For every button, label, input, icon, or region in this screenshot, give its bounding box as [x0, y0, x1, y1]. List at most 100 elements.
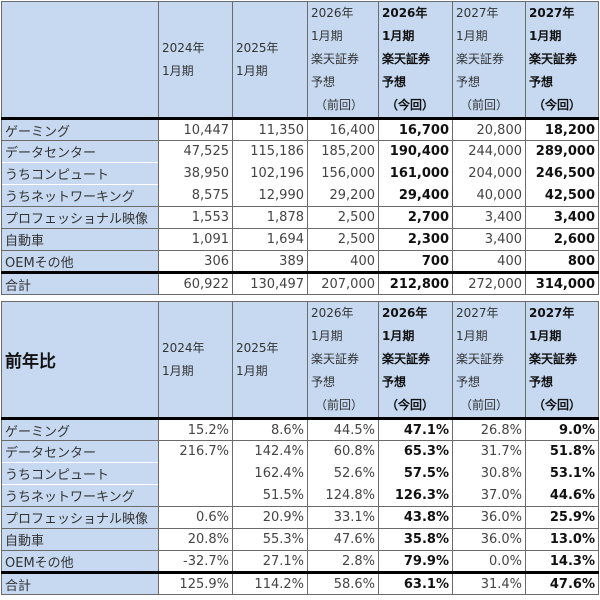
table-row: うちネットワーキング 8,575 12,990 29,200 29,400 40,000 4… — [1, 184, 599, 207]
total-row: 合計 60,922 130,497 207,000 212,800 272,000 314,… — [1, 271, 599, 295]
value-cell: 33.1% — [307, 506, 379, 529]
value-cell: 16,400 — [307, 118, 379, 141]
value-cell: 20,800 — [452, 118, 526, 141]
table-row: プロフェッショナル映像 0.6% 20.9% 33.1% 43.8% 36.0% 25.9% — [1, 506, 599, 529]
row-label: ゲーミング — [1, 118, 159, 141]
value-cell: 1,694 — [232, 228, 308, 251]
value-cell: 63.1% — [378, 571, 453, 595]
value-cell: 114.2% — [232, 571, 308, 595]
value-cell: 130,497 — [232, 271, 308, 295]
value-cell: 3,400 — [452, 228, 526, 251]
value-cell: 20.9% — [232, 506, 308, 529]
table-row: 自動車 1,091 1,694 2,500 2,300 3,400 2,600 — [1, 228, 599, 251]
value-cell: 0.6% — [158, 506, 233, 529]
value-cell: 162.4% — [232, 462, 308, 485]
value-cell: 289,000 — [525, 140, 599, 163]
value-cell: 47.6% — [525, 571, 599, 595]
row-label: うちコンピュート — [1, 162, 159, 185]
value-cell: 8,575 — [158, 184, 233, 207]
value-cell: 47.6% — [307, 528, 379, 551]
value-cell: 12,990 — [232, 184, 308, 207]
value-cell: 52.6% — [307, 462, 379, 485]
row-label: うちコンピュート — [1, 462, 159, 485]
value-cell: 44.5% — [307, 418, 379, 441]
row-label: 自動車 — [1, 228, 159, 251]
table-row: うちコンピュート 38,950 102,196 156,000 161,000 204,0… — [1, 162, 599, 185]
value-cell: 20.8% — [158, 528, 233, 551]
value-cell: 13.0% — [525, 528, 599, 551]
value-cell: 115,186 — [232, 140, 308, 163]
value-cell: 124.8% — [307, 484, 379, 507]
value-cell: 2,500 — [307, 206, 379, 229]
table-row: うちネットワーキング 51.5% 124.8% 126.3% 37.0% 44.6% — [1, 484, 599, 507]
row-label: プロフェッショナル映像 — [1, 206, 159, 229]
row-label: プロフェッショナル映像 — [1, 506, 159, 529]
yoy-title: 前年比 — [1, 301, 159, 420]
table-row: うちコンピュート 162.4% 52.6% 57.5% 30.8% 53.1% — [1, 462, 599, 485]
value-cell: 272,000 — [452, 271, 526, 295]
row-label: OEMその他 — [1, 250, 159, 273]
value-cell: 44.6% — [525, 484, 599, 507]
value-cell: 156,000 — [307, 162, 379, 185]
value-cell: 29,200 — [307, 184, 379, 207]
value-cell: 244,000 — [452, 140, 526, 163]
value-cell: 47.1% — [378, 418, 453, 441]
value-cell: 246,500 — [525, 162, 599, 185]
value-cell: 190,400 — [378, 140, 453, 163]
value-cell: 79.9% — [378, 550, 453, 573]
value-cell: 53.1% — [525, 462, 599, 485]
value-cell: 125.9% — [158, 571, 233, 595]
value-cell: 142.4% — [232, 440, 308, 463]
value-cell: 2,300 — [378, 228, 453, 251]
table-row: 自動車 20.8% 55.3% 47.6% 35.8% 36.0% 13.0% — [1, 528, 599, 551]
value-cell: 16,700 — [378, 118, 453, 141]
value-cell: 55.3% — [232, 528, 308, 551]
header-fy2026-previous: 2026年 1月期 楽天証券 予想 （前回） — [307, 301, 379, 420]
value-cell: 9.0% — [525, 418, 599, 441]
value-cell: 314,000 — [525, 271, 599, 295]
value-cell: 36.0% — [452, 528, 526, 551]
value-cell: 36.0% — [452, 506, 526, 529]
table-row: データセンター 47,525 115,186 185,200 190,400 244,00… — [1, 140, 599, 163]
value-cell: 389 — [232, 250, 308, 273]
header-fy2025: 2025年 1月期 — [232, 1, 308, 120]
header-fy2026-current: 2026年 1月期 楽天証券 予想 （今回） — [378, 1, 453, 120]
value-cell: 31.7% — [452, 440, 526, 463]
value-cell: 27.1% — [232, 550, 308, 573]
row-label: OEMその他 — [1, 550, 159, 573]
row-label: データセンター — [1, 140, 159, 163]
table-row: ゲーミング 15.2% 8.6% 44.5% 47.1% 26.8% 9.0% — [1, 418, 599, 441]
value-cell: 47,525 — [158, 140, 233, 163]
header-fy2026-previous: 2026年 1月期 楽天証券 予想 （前回） — [307, 1, 379, 120]
value-cell: -32.7% — [158, 550, 233, 573]
header-fy2025: 2025年 1月期 — [232, 301, 308, 420]
value-cell: 102,196 — [232, 162, 308, 185]
value-cell: 31.4% — [452, 571, 526, 595]
value-cell: 60.8% — [307, 440, 379, 463]
value-cell: 43.8% — [378, 506, 453, 529]
value-cell: 212,800 — [378, 271, 453, 295]
value-cell — [158, 462, 233, 485]
table-row: データセンター 216.7% 142.4% 60.8% 65.3% 31.7% 51.8% — [1, 440, 599, 463]
value-cell: 185,200 — [307, 140, 379, 163]
header-fy2024: 2024年 1月期 — [158, 301, 233, 420]
value-cell: 11,350 — [232, 118, 308, 141]
value-cell: 30.8% — [452, 462, 526, 485]
value-cell: 400 — [307, 250, 379, 273]
value-cell: 126.3% — [378, 484, 453, 507]
value-cell: 3,400 — [525, 206, 599, 229]
total-row: 合計 125.9% 114.2% 58.6% 63.1% 31.4% 47.6% — [1, 571, 599, 595]
value-cell: 25.9% — [525, 506, 599, 529]
value-cell: 51.8% — [525, 440, 599, 463]
value-cell: 700 — [378, 250, 453, 273]
value-cell: 14.3% — [525, 550, 599, 573]
value-cell: 800 — [525, 250, 599, 273]
value-cell: 2.8% — [307, 550, 379, 573]
value-cell: 40,000 — [452, 184, 526, 207]
table-row: OEMその他 -32.7% 27.1% 2.8% 79.9% 0.0% 14.3% — [1, 550, 599, 573]
value-cell: 2,500 — [307, 228, 379, 251]
table-row: プロフェッショナル映像 1,553 1,878 2,500 2,700 3,400 3,40… — [1, 206, 599, 229]
value-cell: 216.7% — [158, 440, 233, 463]
value-cell: 35.8% — [378, 528, 453, 551]
